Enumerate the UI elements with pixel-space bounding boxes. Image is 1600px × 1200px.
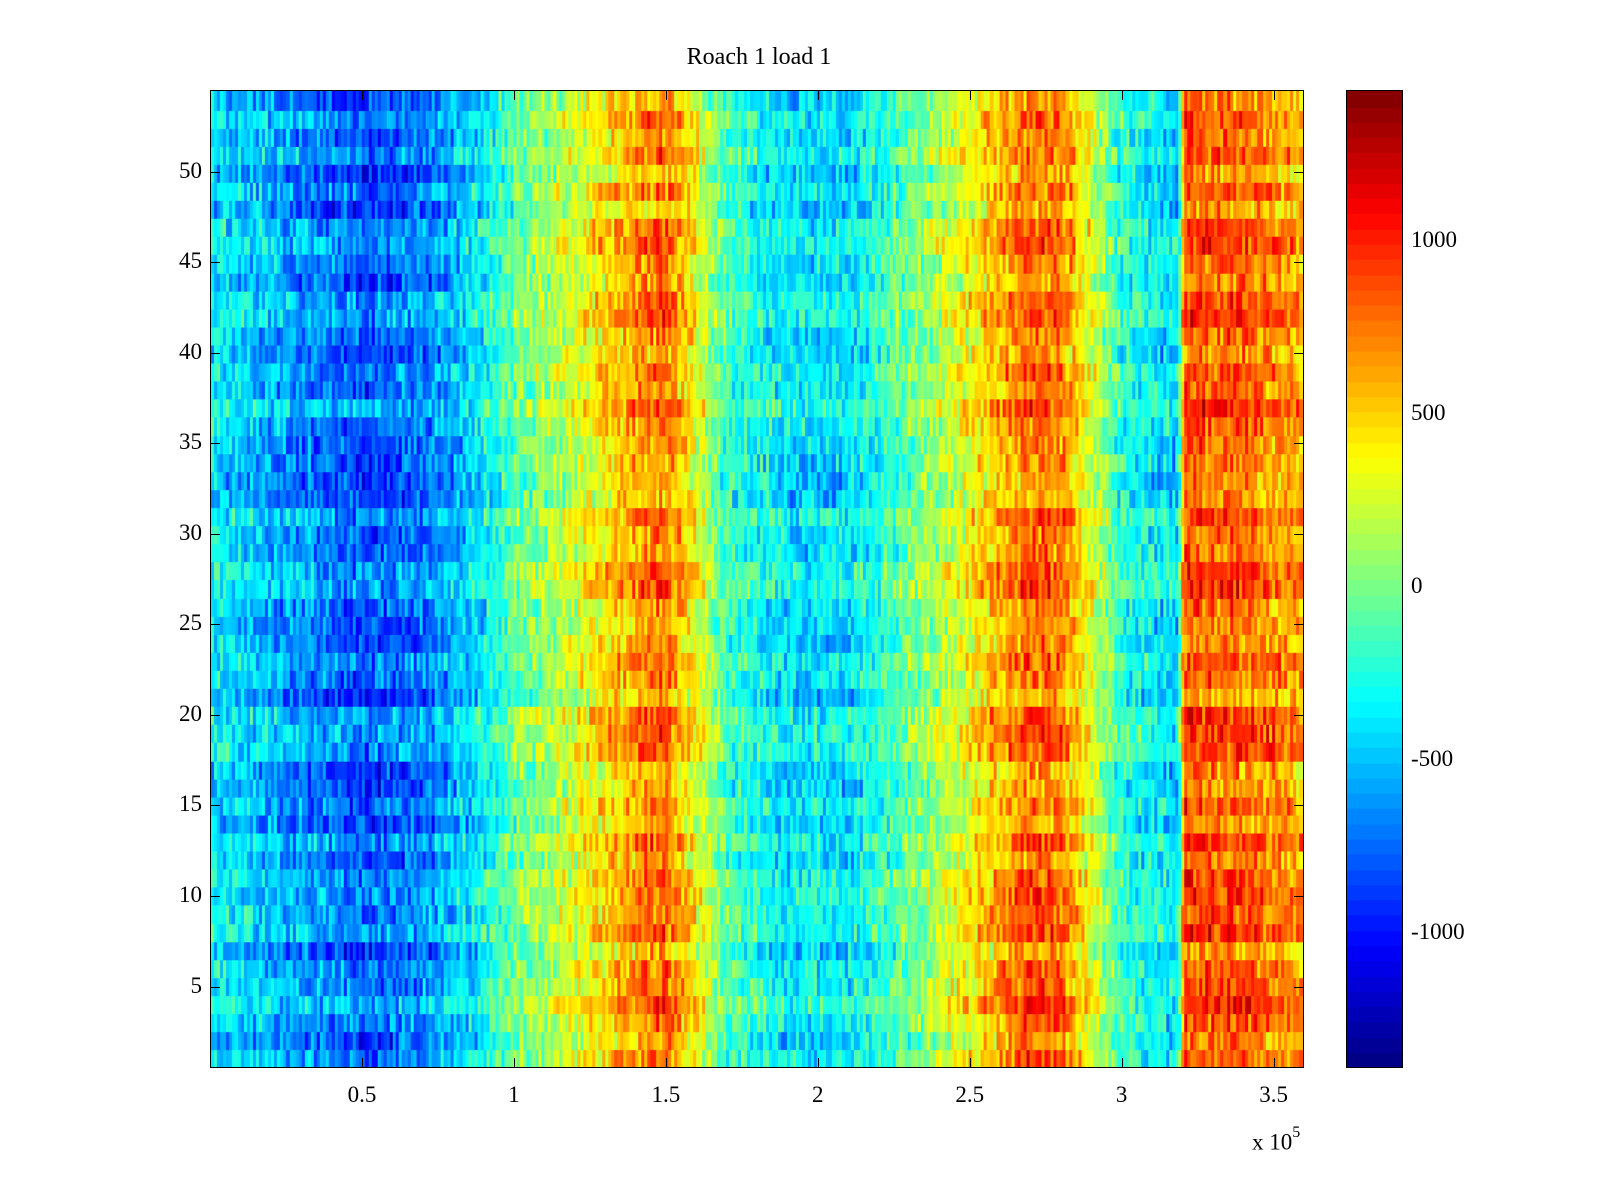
x-tick-label: 2.5 (955, 1082, 985, 1107)
y-tick-right (1294, 714, 1304, 716)
colorbar-tick-label: -500 (1411, 745, 1454, 771)
x-axis-multiplier: x 105 (1252, 1124, 1300, 1156)
colorbar-tick-label: -1000 (1411, 918, 1465, 944)
x-tick (817, 1058, 819, 1068)
y-tick-right (1294, 171, 1304, 173)
y-tick-label: 40 (179, 338, 202, 364)
y-tick-label: 25 (179, 610, 202, 636)
y-tick (210, 624, 220, 626)
y-tick-right (1294, 443, 1304, 445)
x-tick (513, 1058, 515, 1068)
colorbar-tick-label: 500 (1411, 399, 1446, 425)
x-tick-top (1273, 90, 1275, 100)
y-tick (210, 171, 220, 173)
y-tick-right (1294, 986, 1304, 988)
x-tick-top (513, 90, 515, 100)
x-multiplier-base: x 10 (1252, 1129, 1293, 1155)
colorbar-tick-label: 1000 (1411, 226, 1457, 252)
x-tick-top (361, 90, 363, 100)
y-tick-right (1294, 533, 1304, 535)
y-tick-label: 50 (179, 157, 202, 183)
x-tick-top (665, 90, 667, 100)
y-tick-right (1294, 352, 1304, 354)
x-tick-label: 3.5 (1259, 1082, 1288, 1107)
x-tick (361, 1058, 363, 1068)
x-tick (1121, 1058, 1123, 1068)
y-tick (210, 986, 220, 988)
x-tick-label: 1 (508, 1082, 520, 1107)
y-tick-label: 45 (179, 248, 202, 274)
y-tick-label: 15 (179, 791, 202, 817)
colorbar (1346, 90, 1403, 1068)
x-tick-label: 3 (1115, 1082, 1128, 1107)
x-multiplier-exponent: 5 (1292, 1124, 1301, 1141)
y-tick-right (1294, 805, 1304, 807)
chart-title: Roach 1 load 1 (686, 44, 832, 70)
heatmap-plot-area (210, 90, 1304, 1068)
y-tick-label: 20 (179, 700, 202, 726)
x-tick-top (1121, 90, 1123, 100)
x-tick-label: 1.5 (651, 1082, 681, 1107)
y-tick-label: 5 (190, 972, 203, 998)
y-tick-right (1294, 262, 1304, 264)
y-tick (210, 262, 220, 264)
x-tick-label: 0.5 (347, 1082, 377, 1107)
x-tick (1273, 1058, 1275, 1068)
heatmap-cells (211, 91, 1303, 1067)
y-tick-label: 35 (179, 429, 202, 455)
y-tick-label: 10 (179, 881, 202, 907)
y-tick-right (1294, 895, 1304, 897)
colorbar-gradient (1347, 91, 1402, 1067)
y-tick (210, 352, 220, 354)
x-tick (969, 1058, 971, 1068)
y-tick (210, 895, 220, 897)
y-tick (210, 443, 220, 445)
y-tick-right (1294, 624, 1304, 626)
colorbar-tick-label: 0 (1411, 572, 1423, 598)
x-tick-top (817, 90, 819, 100)
y-tick-label: 30 (179, 519, 202, 545)
x-tick-label: 2 (812, 1082, 824, 1107)
y-tick (210, 714, 220, 716)
y-tick (210, 805, 220, 807)
x-tick (665, 1058, 667, 1068)
x-tick-top (969, 90, 971, 100)
y-tick (210, 533, 220, 535)
